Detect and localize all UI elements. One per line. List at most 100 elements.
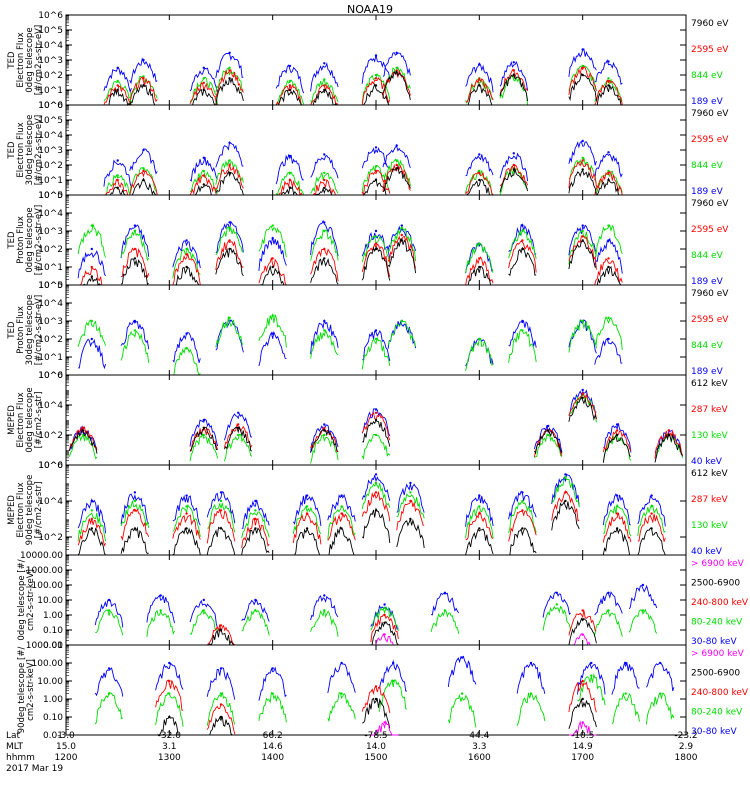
data-point bbox=[202, 426, 205, 429]
y-tick-label: 1.00 bbox=[43, 695, 63, 705]
data-point bbox=[392, 661, 395, 665]
data-point bbox=[607, 265, 610, 269]
data-point bbox=[323, 257, 326, 260]
y-tick-label: 10^3 bbox=[38, 146, 63, 156]
series-line-3 bbox=[78, 235, 623, 286]
legend-entry: 844 eV bbox=[691, 251, 724, 261]
data-point bbox=[116, 178, 119, 182]
series-group bbox=[94, 583, 658, 646]
data-point bbox=[564, 491, 567, 494]
data-point bbox=[667, 429, 670, 432]
data-point bbox=[395, 66, 398, 70]
data-point bbox=[185, 527, 188, 530]
y-tick-label: 10^0 bbox=[38, 101, 63, 111]
data-point bbox=[374, 77, 378, 80]
data-point bbox=[228, 163, 231, 167]
data-point bbox=[512, 61, 515, 64]
series-line-3 bbox=[155, 679, 597, 735]
data-point bbox=[116, 186, 119, 189]
y-tick-label: 10^1 bbox=[38, 353, 63, 363]
data-point bbox=[615, 527, 619, 530]
data-point bbox=[219, 509, 223, 512]
data-point bbox=[228, 66, 231, 70]
data-point bbox=[512, 73, 515, 77]
data-point bbox=[202, 81, 205, 85]
data-point bbox=[219, 692, 223, 695]
data-point bbox=[185, 332, 188, 335]
data-point bbox=[116, 174, 119, 177]
data-point bbox=[116, 66, 119, 70]
data-point bbox=[521, 319, 524, 323]
y-axis-label: [#/cm2-s-str-eV] bbox=[34, 295, 44, 365]
series-line-3 bbox=[77, 490, 666, 548]
x-row-value: 1200 bbox=[55, 753, 78, 763]
y-axis-label: 30deg telescope bbox=[25, 295, 35, 366]
data-point bbox=[374, 697, 378, 701]
x-row-value: 14.9 bbox=[573, 742, 593, 752]
y-tick-label: 0.10 bbox=[43, 626, 63, 636]
data-point bbox=[202, 169, 205, 173]
data-point bbox=[607, 316, 610, 319]
series-line-1 bbox=[103, 48, 623, 94]
legend-entry: 2595 eV bbox=[691, 135, 729, 145]
y-axis-label: Electron Flux bbox=[16, 482, 26, 537]
data-point bbox=[478, 257, 481, 260]
x-row-value: 1600 bbox=[468, 753, 491, 763]
x-row-value: 1800 bbox=[675, 753, 698, 763]
data-point bbox=[133, 224, 137, 227]
series-line-4 bbox=[78, 238, 623, 286]
data-point bbox=[395, 163, 398, 167]
data-point bbox=[478, 63, 481, 66]
data-point bbox=[607, 84, 610, 87]
data-point bbox=[650, 494, 653, 497]
series-group bbox=[77, 313, 623, 376]
data-point bbox=[374, 329, 378, 332]
y-tick-label: 10^0 bbox=[38, 461, 63, 471]
data-point bbox=[512, 69, 515, 72]
data-point bbox=[142, 178, 145, 182]
data-point bbox=[323, 221, 326, 224]
y-axis-label: cm2-s-str-keV] bbox=[26, 659, 36, 721]
data-point bbox=[271, 667, 274, 670]
series-line-3 bbox=[103, 66, 623, 106]
y-tick-label: 10^0 bbox=[38, 371, 63, 381]
data-point bbox=[564, 476, 567, 479]
data-point bbox=[82, 426, 85, 429]
y-tick-label: 10^5 bbox=[38, 191, 63, 201]
data-point bbox=[478, 494, 481, 497]
data-point bbox=[529, 661, 533, 665]
data-point bbox=[478, 178, 481, 182]
data-point bbox=[254, 598, 257, 602]
data-point bbox=[460, 656, 464, 659]
data-point bbox=[305, 494, 309, 497]
data-point bbox=[624, 661, 627, 665]
y-tick-label: 10^1 bbox=[38, 86, 63, 96]
data-point bbox=[400, 226, 403, 229]
data-point bbox=[228, 316, 231, 319]
data-point bbox=[659, 661, 662, 665]
data-point bbox=[521, 229, 524, 233]
data-point bbox=[512, 163, 515, 167]
data-point bbox=[340, 505, 343, 508]
data-point bbox=[305, 512, 309, 515]
data-point bbox=[228, 141, 231, 144]
data-point bbox=[615, 433, 619, 437]
panel-3: 10^0 10^1 10^2 10^3 10^4 10^5 TED Proton Flux 0d… bbox=[7, 191, 729, 291]
y-axis-label: Proton Flux bbox=[16, 216, 26, 264]
panel-2: 10^0 10^1 10^2 10^3 10^4 10^5 10^6 TED Electron … bbox=[7, 101, 729, 201]
data-point bbox=[615, 494, 619, 497]
x-row-value: 1400 bbox=[261, 753, 284, 763]
panel-6: 10^2 10^4 10^6 MEPED Electron Flux 90deg tele… bbox=[7, 461, 728, 557]
y-tick-label: 10^2 bbox=[38, 431, 63, 441]
y-axis-label: [#/cm2-s-str-eV] bbox=[34, 115, 44, 185]
data-point bbox=[400, 239, 403, 242]
legend-entry: 2595 eV bbox=[691, 315, 729, 325]
x-row-label: MLT bbox=[6, 742, 24, 752]
panel-frame bbox=[65, 644, 687, 736]
data-point bbox=[607, 591, 610, 594]
data-point bbox=[650, 505, 653, 508]
y-axis-label: 0deg telescope bbox=[25, 207, 35, 272]
data-point bbox=[521, 499, 524, 503]
data-point bbox=[395, 159, 398, 162]
x-row-value: -10.5 bbox=[571, 731, 594, 741]
